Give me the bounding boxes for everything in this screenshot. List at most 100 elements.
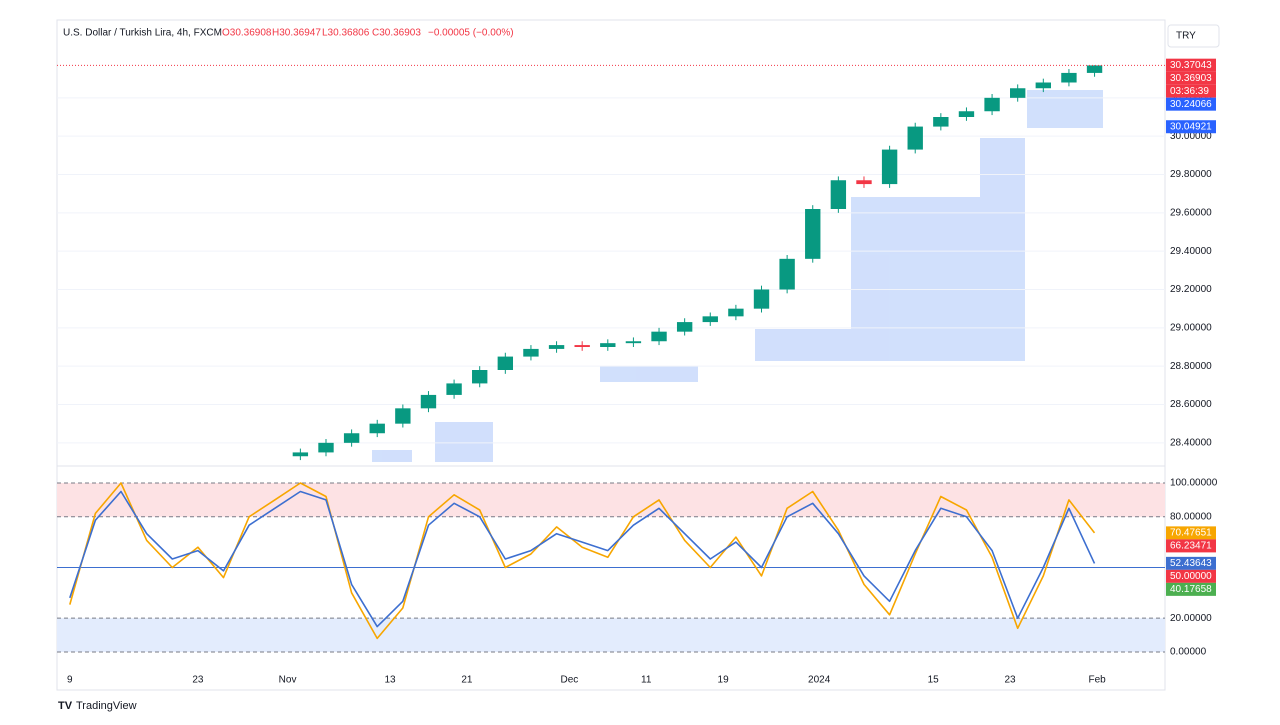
x-tick-label: 19 <box>718 675 730 686</box>
candle-body <box>548 345 565 349</box>
price-badge <box>1166 526 1216 540</box>
zone <box>435 422 493 462</box>
y-tick-label: 20.00000 <box>1170 613 1212 624</box>
support-zones <box>372 90 1103 462</box>
price-badge-label: 50.00000 <box>1170 571 1212 582</box>
x-tick-label: Nov <box>279 675 297 686</box>
candle-body <box>676 322 693 332</box>
price-badge-label: 30.04921 <box>1170 121 1212 132</box>
x-tick-label: Dec <box>560 675 578 686</box>
zone <box>372 450 412 462</box>
oscillator-line <box>69 490 1096 628</box>
x-tick-label: 23 <box>1004 675 1016 686</box>
x-tick-label: 11 <box>641 675 652 686</box>
zone <box>755 329 851 361</box>
candle-body <box>881 149 898 185</box>
countdown-badge <box>1166 84 1216 98</box>
currency[interactable]: TRY <box>1176 31 1196 42</box>
y-tick-label: 29.80000 <box>1170 169 1212 180</box>
y-tick-label: 100.00000 <box>1170 478 1218 489</box>
price-badge-label: 30.24066 <box>1170 99 1212 110</box>
zone <box>980 138 1025 198</box>
band <box>57 618 1165 652</box>
candle-body <box>958 111 975 117</box>
ohlc-low: L30.36806 <box>322 28 370 39</box>
price-badge-label: 70.47651 <box>1170 528 1212 539</box>
price-badge <box>1166 582 1216 596</box>
candle-body <box>753 289 770 309</box>
price-badge-label: 66.23471 <box>1170 541 1212 552</box>
candle-body <box>805 209 821 259</box>
price-badge <box>1166 569 1216 583</box>
y-tick-label: 29.60000 <box>1170 207 1212 218</box>
candle-body <box>574 345 590 347</box>
candle-body <box>651 331 667 342</box>
branding: TradingView <box>76 700 137 712</box>
x-tick-label: 23 <box>192 675 204 686</box>
oscillator-pane <box>57 482 1165 653</box>
candle-body <box>318 442 334 453</box>
candle-body <box>856 180 872 185</box>
zone <box>1027 90 1103 128</box>
y-tick-label: 80.00000 <box>1170 511 1212 522</box>
price-badge-label: 30.37043 <box>1170 60 1212 71</box>
currency-button[interactable] <box>1167 24 1220 48</box>
x-tick-label: 13 <box>384 675 396 686</box>
y-tick-label: 29.20000 <box>1170 284 1212 295</box>
y-tick-label: 29.00000 <box>1170 322 1212 333</box>
countdown: 03:36:39 <box>1170 86 1209 97</box>
ohlc-change: −0.00005 (−0.00%) <box>428 28 514 39</box>
price-badge <box>1166 120 1216 134</box>
symbol: U.S. Dollar / Turkish Lira, 4h, FXCM <box>63 28 222 39</box>
price-badge-label: 30.36903 <box>1170 73 1212 84</box>
price-badge-label: 52.43643 <box>1170 558 1212 569</box>
candle-body <box>779 258 795 290</box>
price-badge <box>1166 97 1216 111</box>
y-tick-label: 28.80000 <box>1170 361 1212 372</box>
band <box>57 483 1165 517</box>
candle-body <box>600 343 616 347</box>
candle-body <box>907 126 923 150</box>
price-badge <box>1166 58 1216 72</box>
price-badge-label: 40.17658 <box>1170 584 1212 595</box>
x-tick-label: Feb <box>1088 675 1106 686</box>
candle-body <box>1086 65 1103 73</box>
price-badge <box>1166 556 1216 570</box>
zone <box>851 197 1025 361</box>
y-tick-label: 29.40000 <box>1170 246 1212 257</box>
candle-body <box>984 97 1000 112</box>
candle-body <box>369 423 385 434</box>
logo: TV <box>58 700 73 712</box>
candle-body <box>497 356 514 370</box>
candle-body <box>702 316 718 323</box>
x-tick-label: 2024 <box>808 675 831 686</box>
ohlc-close: C30.36903 <box>372 28 421 39</box>
candle-body <box>1061 72 1077 83</box>
x-tick-label: 15 <box>928 675 940 686</box>
y-tick-label: 0.00000 <box>1170 647 1207 658</box>
candle-body <box>1035 82 1051 89</box>
oscillator-line <box>69 482 1096 640</box>
zone <box>600 366 698 382</box>
ohlc-high: H30.36947 <box>272 28 321 39</box>
candle-body <box>343 433 360 443</box>
candle-body <box>420 394 437 409</box>
x-tick-label: 21 <box>461 675 473 686</box>
candle-body <box>625 341 642 344</box>
candle-body <box>1010 88 1026 98</box>
candle-body <box>830 180 847 209</box>
candle-body <box>446 383 462 395</box>
candle-body <box>523 348 539 357</box>
ohlc-open: O30.36908 <box>222 28 272 39</box>
y-tick-label: 28.40000 <box>1170 437 1212 448</box>
candle-body <box>728 308 744 317</box>
candle-body <box>472 370 488 384</box>
main-pane <box>57 65 1165 461</box>
price-badge <box>1166 71 1216 85</box>
x-tick-label: 9 <box>67 675 73 686</box>
y-tick-label: 28.60000 <box>1170 399 1212 410</box>
candle-body <box>395 408 411 424</box>
price-badge <box>1166 539 1216 553</box>
candle-body <box>933 117 949 127</box>
